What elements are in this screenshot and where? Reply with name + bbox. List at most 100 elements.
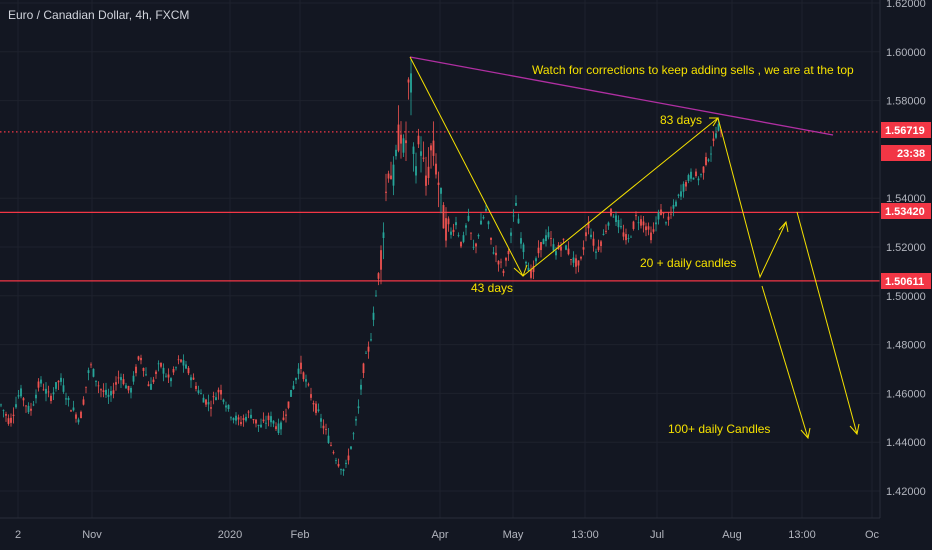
candle-body (465, 225, 467, 228)
candle-body (65, 398, 67, 400)
candle-body (710, 153, 712, 155)
candle-body (382, 232, 385, 238)
candle-body (305, 379, 307, 382)
candle-body (135, 366, 137, 374)
y-tick-label: 1.52000 (886, 242, 926, 254)
candle-body (395, 149, 397, 157)
candle-body (542, 239, 545, 245)
candle-body (657, 212, 660, 220)
candle-body (492, 252, 495, 254)
candle-body (332, 452, 335, 454)
candle-body (145, 374, 147, 376)
candle-body (670, 213, 672, 215)
candle-body (495, 252, 497, 256)
candle-body (662, 212, 665, 214)
candle-body (505, 257, 507, 261)
candle-body (482, 217, 485, 219)
countdown-label-box (881, 145, 931, 161)
candle-body (490, 237, 492, 240)
candle-body (705, 157, 707, 165)
candle-body (645, 226, 647, 231)
candle-body (352, 433, 355, 435)
candle-body (375, 295, 377, 297)
arrow-head-up (778, 220, 789, 233)
x-tick-label: Apr (431, 529, 448, 541)
candle-body (320, 418, 322, 422)
candle-body (57, 380, 60, 383)
y-tick-label: 1.48000 (886, 340, 926, 352)
y-tick-label: 1.54000 (886, 193, 926, 205)
projection-correction-line (717, 117, 787, 279)
candle-body (202, 397, 205, 403)
candle-body (155, 371, 157, 374)
candle-body (105, 389, 107, 395)
candle-body (92, 368, 95, 377)
candle-body (212, 396, 215, 398)
candle-body (0, 404, 2, 406)
candle-body (260, 424, 262, 428)
y-tick-label: 1.44000 (886, 437, 926, 449)
candle-body (625, 234, 627, 241)
candle-body (12, 414, 15, 416)
candle-body (62, 385, 65, 392)
candle-body (2, 409, 5, 411)
candle-body (302, 372, 305, 380)
countdown-label: 23:38 (897, 148, 925, 160)
candle-body (650, 232, 652, 241)
candle-body (472, 246, 475, 248)
candle-body (157, 363, 160, 365)
candle-body (107, 394, 110, 397)
arrow-head-down-2 (849, 423, 860, 436)
candle-body (75, 414, 77, 419)
arrow-head-down-1 (800, 427, 811, 440)
candle-body (317, 409, 320, 411)
candle-body (425, 175, 427, 186)
candle-body (475, 243, 477, 247)
candle-body (610, 208, 612, 216)
candle-body (325, 429, 327, 431)
grid (0, 0, 880, 518)
candle-body (197, 390, 200, 393)
candle-body (535, 258, 537, 262)
candle-body (562, 238, 565, 240)
candle-body (17, 395, 20, 397)
candle-body (90, 364, 92, 366)
candle-body (405, 140, 407, 144)
candle-body (60, 377, 62, 382)
candle-body (597, 246, 600, 251)
candle-body (100, 389, 102, 391)
candle-body (255, 419, 257, 424)
candle-body (342, 469, 345, 472)
candle-body (172, 369, 175, 373)
candle-body (455, 222, 457, 226)
price-label: 1.53420 (885, 206, 925, 218)
candle-body (652, 229, 655, 232)
candle-body (45, 388, 47, 394)
candle-body (565, 245, 567, 250)
candle-body (295, 378, 297, 381)
candle-body (10, 417, 12, 423)
candle-body (80, 411, 82, 419)
candle-body (167, 374, 170, 378)
candle-body (245, 416, 247, 421)
candle-body (692, 177, 695, 180)
candle-body (502, 270, 505, 274)
candle-body (25, 405, 27, 407)
candle-body (35, 394, 37, 399)
candle-body (132, 375, 135, 382)
y-tick-label: 1.50000 (886, 291, 926, 303)
candle-body (365, 352, 367, 354)
x-tick-label: May (503, 529, 524, 541)
candle-body (265, 422, 267, 424)
candle-body (677, 194, 680, 196)
candle-body (392, 164, 395, 186)
candle-body (552, 244, 555, 251)
candle-body (357, 406, 360, 409)
candle-body (655, 222, 657, 225)
candle-body (450, 231, 452, 235)
candle-body (207, 402, 210, 405)
candle-body (592, 238, 595, 246)
candle-body (327, 435, 330, 443)
